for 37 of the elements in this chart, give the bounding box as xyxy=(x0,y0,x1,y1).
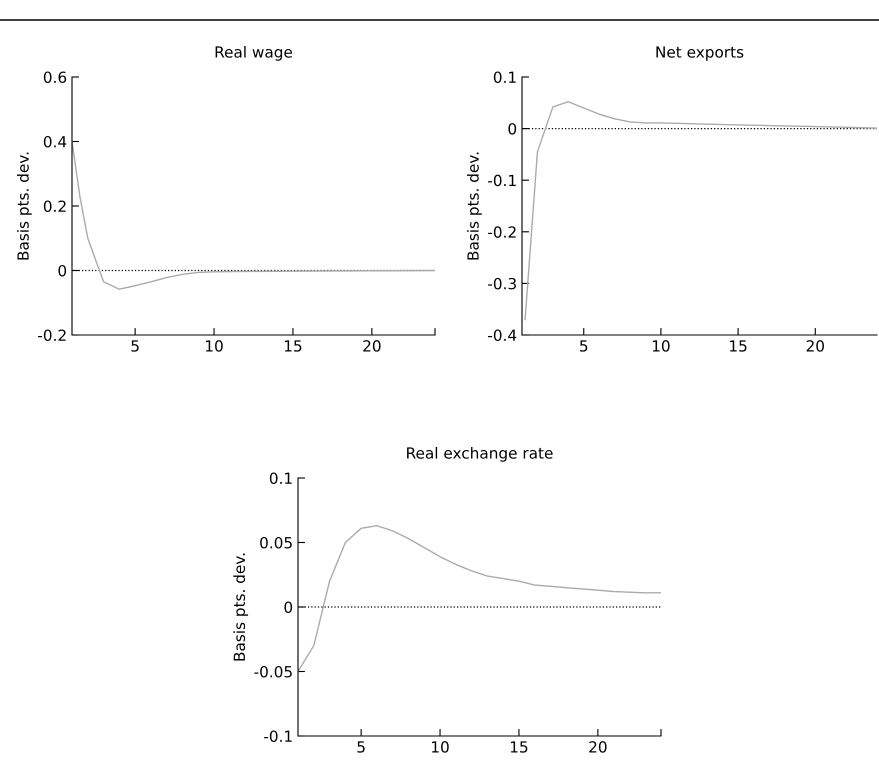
y-tick-label: 0.2 xyxy=(44,200,66,212)
y-tick-label: 0.05 xyxy=(260,536,292,549)
y-tick-label: -0.3 xyxy=(488,278,516,290)
y-tick-label: -0.1 xyxy=(264,730,292,742)
x-tick-label: 20 xyxy=(806,340,824,352)
y-axis-title: Basis pts. dev. xyxy=(466,152,482,260)
y-tick-label: -0.1 xyxy=(488,174,516,186)
x-tick-label: 20 xyxy=(363,340,381,352)
x-tick-label: 10 xyxy=(432,741,449,753)
y-axis-title: Basis pts. dev. xyxy=(233,554,248,661)
y-tick-label: 0 xyxy=(284,601,292,614)
chart-title: Real exchange rate xyxy=(407,446,553,462)
x-tick-label: 5 xyxy=(580,340,588,352)
x-tick-label: 20 xyxy=(589,741,607,753)
y-tick-label: 0.6 xyxy=(44,71,66,84)
x-tick-label: 10 xyxy=(206,340,223,352)
chart-title: Real wage xyxy=(216,46,292,61)
y-tick-label: -0.05 xyxy=(254,666,292,678)
y-tick-label: -0.2 xyxy=(488,226,516,238)
x-tick-label: 15 xyxy=(730,340,746,352)
x-tick-label: 5 xyxy=(357,741,365,753)
line-series xyxy=(524,101,877,320)
chart-title: Net exports xyxy=(656,46,744,61)
y-tick-label: 0 xyxy=(58,264,66,277)
x-tick-label: 10 xyxy=(652,340,670,352)
y-tick-label: -0.2 xyxy=(38,329,66,342)
y-tick-label: 0 xyxy=(508,123,516,135)
x-tick-label: 15 xyxy=(284,340,302,352)
x-tick-label: 15 xyxy=(510,741,528,753)
y-tick-label: -0.4 xyxy=(488,329,516,342)
y-axis-title: Basis pts. dev. xyxy=(16,152,32,260)
y-tick-label: 0.1 xyxy=(270,472,292,484)
line-series xyxy=(72,140,435,290)
y-tick-label: 0.1 xyxy=(494,71,516,84)
x-tick-label: 5 xyxy=(131,340,139,352)
y-tick-label: 0.4 xyxy=(44,136,66,148)
line-series xyxy=(298,525,661,672)
